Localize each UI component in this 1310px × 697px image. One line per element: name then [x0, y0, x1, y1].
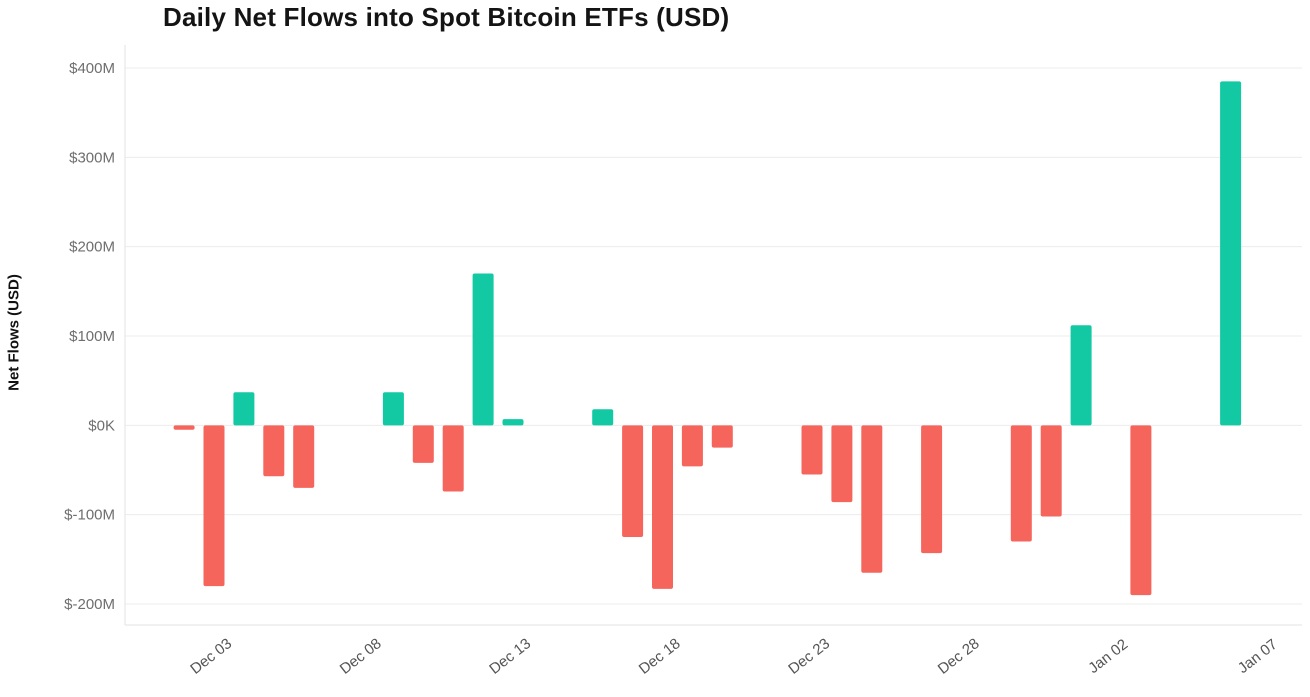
bar [442, 425, 464, 492]
bar [472, 273, 494, 426]
chart-title: Daily Net Flows into Spot Bitcoin ETFs (… [163, 2, 730, 32]
x-tick-label: Dec 23 [785, 635, 833, 678]
bar [293, 425, 315, 488]
y-tick-label: $0K [88, 417, 115, 434]
bar [831, 425, 853, 503]
bar [622, 425, 644, 537]
bar [592, 409, 614, 426]
bar [1040, 425, 1062, 517]
y-axis-title: Net Flows (USD) [5, 274, 23, 391]
bar [801, 425, 823, 475]
bar [1070, 325, 1092, 426]
bar [412, 425, 434, 463]
bar [233, 392, 255, 426]
x-tick-label: Dec 03 [187, 635, 235, 678]
y-tick-label: $400M [69, 60, 115, 77]
x-tick-label: Dec 18 [636, 635, 684, 678]
bar [173, 425, 195, 430]
y-tick-label: $-200M [64, 596, 115, 613]
y-tick-label: $200M [69, 239, 115, 256]
y-tick-label: $300M [69, 149, 115, 166]
bar [502, 419, 524, 426]
bar [1130, 425, 1152, 596]
y-tick-label: $-100M [64, 507, 115, 524]
bar [1010, 425, 1032, 542]
bar [711, 425, 733, 448]
x-tick-label: Dec 13 [486, 635, 534, 678]
x-tick-label: Dec 28 [935, 635, 983, 678]
x-tick-label: Dec 08 [337, 635, 385, 678]
bar [382, 392, 404, 426]
bar [203, 425, 225, 587]
x-tick-label: Jan 07 [1235, 636, 1281, 677]
bar [263, 425, 285, 477]
bar [652, 425, 673, 589]
x-tick-label: Jan 02 [1085, 636, 1131, 677]
bar [921, 425, 943, 554]
bar [861, 425, 883, 573]
y-tick-label: $100M [69, 328, 115, 345]
bar [681, 425, 703, 467]
bar [1220, 81, 1242, 426]
